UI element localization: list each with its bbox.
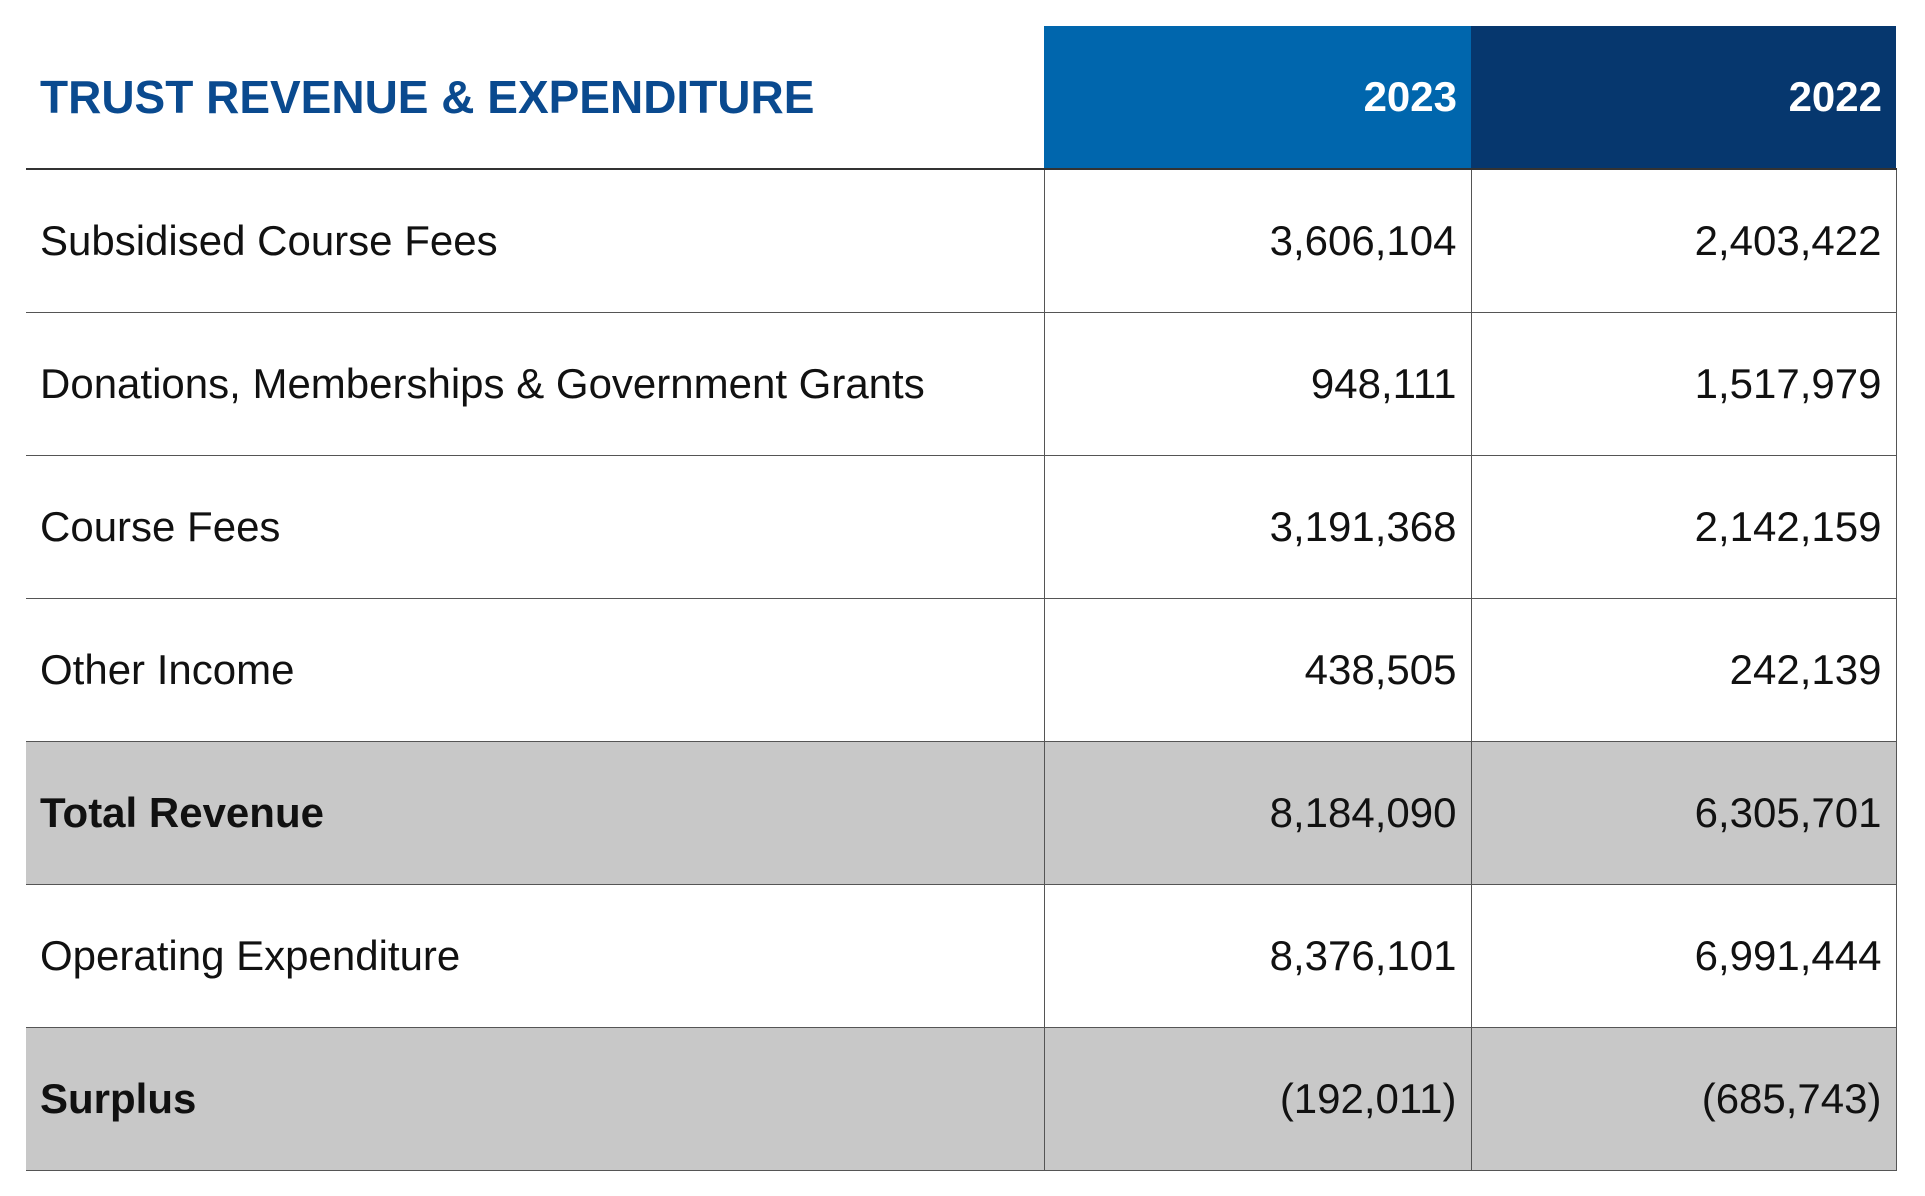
table-row: Course Fees 3,191,368 2,142,159 [26, 455, 1897, 599]
cell-value: (685,743) [1470, 1027, 1897, 1171]
table-body: Subsidised Course Fees 3,606,104 2,403,422… [26, 169, 1897, 1171]
cell-value: 2,142,159 [1470, 455, 1897, 599]
table-row: Donations, Memberships & Government Gran… [26, 312, 1897, 456]
row-label: Total Revenue [26, 741, 1044, 885]
cell-value: 3,191,368 [1043, 455, 1471, 599]
row-label: Operating Expenditure [26, 884, 1044, 1028]
cell-value: 8,184,090 [1043, 741, 1471, 885]
cell-value: 242,139 [1470, 598, 1897, 742]
cell-value: (192,011) [1043, 1027, 1471, 1171]
table-row: Subsidised Course Fees 3,606,104 2,403,422 [26, 169, 1897, 313]
cell-value: 8,376,101 [1043, 884, 1471, 1028]
cell-value: 2,403,422 [1470, 169, 1897, 313]
table-row: Surplus (192,011) (685,743) [26, 1027, 1897, 1171]
financial-table: TRUST REVENUE & EXPENDITURE 2023 2022 Su… [26, 26, 1897, 1171]
table-row: Other Income 438,505 242,139 [26, 598, 1897, 742]
column-header: 2022 [1471, 26, 1896, 170]
row-label: Other Income [26, 598, 1044, 742]
column-header: 2023 [1044, 26, 1471, 170]
table-row: Total Revenue 8,184,090 6,305,701 [26, 741, 1897, 885]
table-row: Operating Expenditure 8,376,101 6,991,444 [26, 884, 1897, 1028]
row-label: Surplus [26, 1027, 1044, 1171]
cell-value: 3,606,104 [1043, 169, 1471, 313]
table-title: TRUST REVENUE & EXPENDITURE [26, 26, 1044, 170]
cell-value: 948,111 [1043, 312, 1471, 456]
cell-value: 1,517,979 [1470, 312, 1897, 456]
cell-value: 6,991,444 [1470, 884, 1897, 1028]
table-container: TRUST REVENUE & EXPENDITURE 2023 2022 Su… [26, 26, 1897, 1171]
row-label: Donations, Memberships & Government Gran… [26, 312, 1044, 456]
row-label: Subsidised Course Fees [26, 169, 1044, 313]
row-label: Course Fees [26, 455, 1044, 599]
header-row: TRUST REVENUE & EXPENDITURE 2023 2022 [26, 26, 1896, 170]
cell-value: 438,505 [1043, 598, 1471, 742]
cell-value: 6,305,701 [1470, 741, 1897, 885]
